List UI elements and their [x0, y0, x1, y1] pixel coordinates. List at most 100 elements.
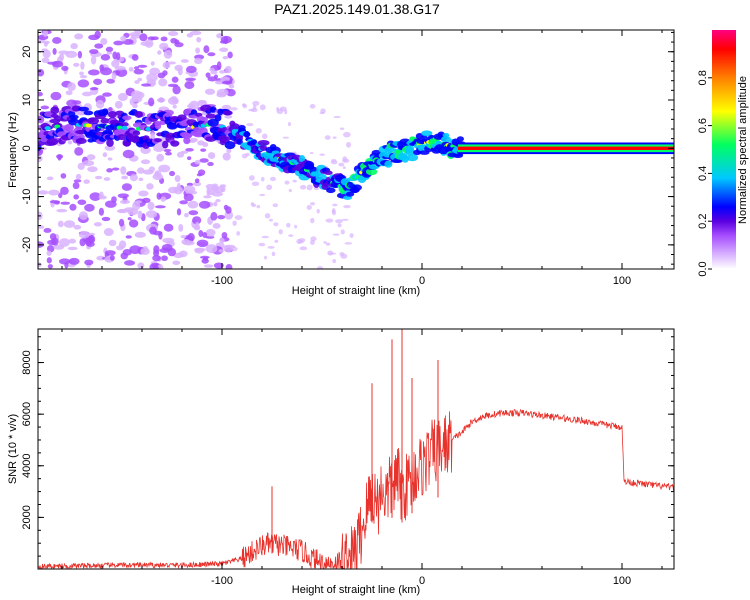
ridge-core — [145, 126, 152, 131]
noise-blob — [215, 199, 221, 203]
noise-blob — [349, 233, 354, 239]
noise-blob — [185, 65, 197, 74]
ridge-blob — [134, 111, 143, 118]
noise-blob — [282, 136, 290, 139]
noise-blob — [187, 200, 199, 209]
noise-blob — [123, 207, 136, 212]
noise-blob — [148, 97, 155, 107]
noise-blob — [248, 108, 255, 112]
noise-blob — [56, 208, 68, 213]
noise-blob — [41, 57, 50, 63]
noise-blob — [195, 47, 201, 54]
noise-blob — [219, 40, 229, 44]
snr-xlabel: Height of straight line (km) — [292, 584, 420, 596]
noise-blob — [325, 218, 334, 223]
noise-blob — [223, 244, 233, 253]
y-tick-label: 2000 — [21, 505, 33, 529]
noise-blob — [70, 43, 78, 50]
noise-blob — [139, 33, 148, 42]
noise-blob — [41, 48, 48, 52]
noise-blob — [203, 45, 210, 54]
noise-blob — [57, 154, 62, 161]
noise-blob — [137, 64, 148, 68]
noise-blob — [251, 181, 260, 186]
noise-blob — [176, 208, 182, 216]
noise-blob — [94, 43, 104, 49]
noise-blob — [111, 72, 117, 80]
noise-blob — [131, 54, 139, 61]
ridge-core — [121, 125, 128, 130]
noise-blob — [172, 104, 177, 109]
noise-blob — [86, 241, 95, 247]
noise-blob — [292, 179, 297, 183]
noise-blob — [172, 260, 181, 266]
ridge-blob — [195, 112, 203, 117]
noise-blob — [183, 193, 194, 202]
noise-blob — [331, 158, 337, 162]
carrier-line — [458, 146, 674, 150]
noise-blob — [144, 39, 154, 48]
noise-blob — [241, 153, 248, 159]
ridge-blob — [345, 191, 355, 197]
ridge-core — [44, 126, 51, 131]
noise-blob — [154, 205, 166, 209]
noise-blob — [113, 40, 124, 46]
ridge-blob — [456, 136, 464, 142]
noise-blob — [196, 239, 209, 248]
noise-blob — [89, 192, 102, 201]
noise-blob — [74, 33, 84, 40]
noise-blob — [309, 152, 314, 155]
noise-blob — [267, 246, 275, 249]
x-tick-label: 0 — [419, 275, 425, 287]
noise-blob — [104, 250, 116, 256]
noise-blob — [185, 147, 194, 152]
y-tick-label: 0 — [21, 145, 33, 151]
noise-blob — [296, 238, 302, 245]
noise-blob — [220, 185, 226, 193]
noise-blob — [134, 80, 140, 84]
noise-blob — [188, 210, 199, 216]
noise-blob — [60, 173, 67, 179]
ridge-blob — [406, 153, 419, 162]
noise-blob — [167, 83, 179, 88]
noise-blob — [89, 87, 99, 91]
noise-blob — [340, 229, 345, 235]
noise-blob — [286, 222, 291, 228]
noise-blob — [159, 42, 169, 51]
noise-blob — [66, 99, 78, 108]
noise-blob — [38, 262, 42, 268]
noise-blob — [268, 218, 273, 222]
noise-blob — [120, 166, 127, 175]
noise-blob — [150, 36, 159, 41]
noise-blob — [189, 137, 198, 142]
ridge-blob — [164, 112, 171, 118]
noise-blob — [118, 240, 127, 249]
noise-blob — [207, 161, 214, 167]
noise-blob — [50, 91, 62, 101]
noise-blob — [90, 55, 97, 65]
y-tick-label: 10 — [21, 94, 33, 106]
noise-blob — [179, 250, 188, 258]
ridge-blob — [46, 137, 59, 146]
ridge-blob — [116, 134, 128, 141]
noise-blob — [78, 211, 88, 220]
ridge-core — [54, 124, 61, 129]
y-tick-label: -20 — [21, 237, 33, 253]
noise-blob — [38, 115, 45, 124]
noise-blob — [203, 264, 214, 268]
noise-blob — [77, 50, 83, 59]
x-tick-label: -100 — [211, 275, 233, 287]
noise-blob — [161, 243, 173, 251]
noise-blob — [323, 241, 327, 244]
noise-blob — [338, 162, 345, 167]
noise-blob — [129, 98, 135, 106]
noise-blob — [180, 59, 189, 63]
noise-blob — [146, 73, 158, 83]
noise-blob — [106, 51, 113, 55]
spectrogram-ylabel: Frequency (Hz) — [7, 112, 19, 188]
ridge-blob — [50, 106, 60, 115]
noise-blob — [332, 203, 338, 207]
ridge-blob — [250, 139, 258, 146]
noise-blob — [198, 200, 211, 209]
